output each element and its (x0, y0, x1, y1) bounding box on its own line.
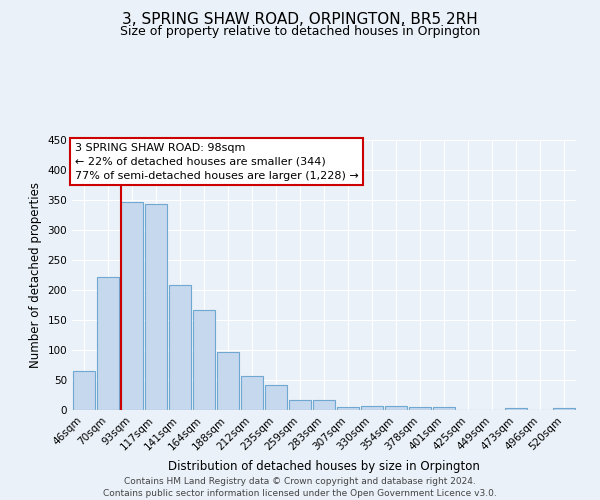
Text: 3, SPRING SHAW ROAD, ORPINGTON, BR5 2RH: 3, SPRING SHAW ROAD, ORPINGTON, BR5 2RH (122, 12, 478, 28)
Text: Contains HM Land Registry data © Crown copyright and database right 2024.
Contai: Contains HM Land Registry data © Crown c… (103, 476, 497, 498)
Bar (553, 408, 575, 410)
Bar (241, 376, 263, 410)
Bar (145, 204, 167, 410)
Bar (97, 277, 119, 410)
Y-axis label: Number of detached properties: Number of detached properties (29, 182, 42, 368)
Bar (217, 352, 239, 410)
Bar (361, 406, 383, 410)
Bar (505, 408, 527, 410)
Bar (385, 406, 407, 410)
Bar (313, 400, 335, 410)
Bar (73, 371, 95, 410)
X-axis label: Distribution of detached houses by size in Orpington: Distribution of detached houses by size … (168, 460, 480, 473)
Bar (121, 202, 143, 410)
Bar (337, 407, 359, 410)
Bar (433, 407, 455, 410)
Bar (289, 400, 311, 410)
Bar (265, 385, 287, 410)
Bar (169, 285, 191, 410)
Bar (409, 407, 431, 410)
Text: Size of property relative to detached houses in Orpington: Size of property relative to detached ho… (120, 25, 480, 38)
Bar (193, 310, 215, 410)
Text: 3 SPRING SHAW ROAD: 98sqm
← 22% of detached houses are smaller (344)
77% of semi: 3 SPRING SHAW ROAD: 98sqm ← 22% of detac… (74, 142, 358, 180)
